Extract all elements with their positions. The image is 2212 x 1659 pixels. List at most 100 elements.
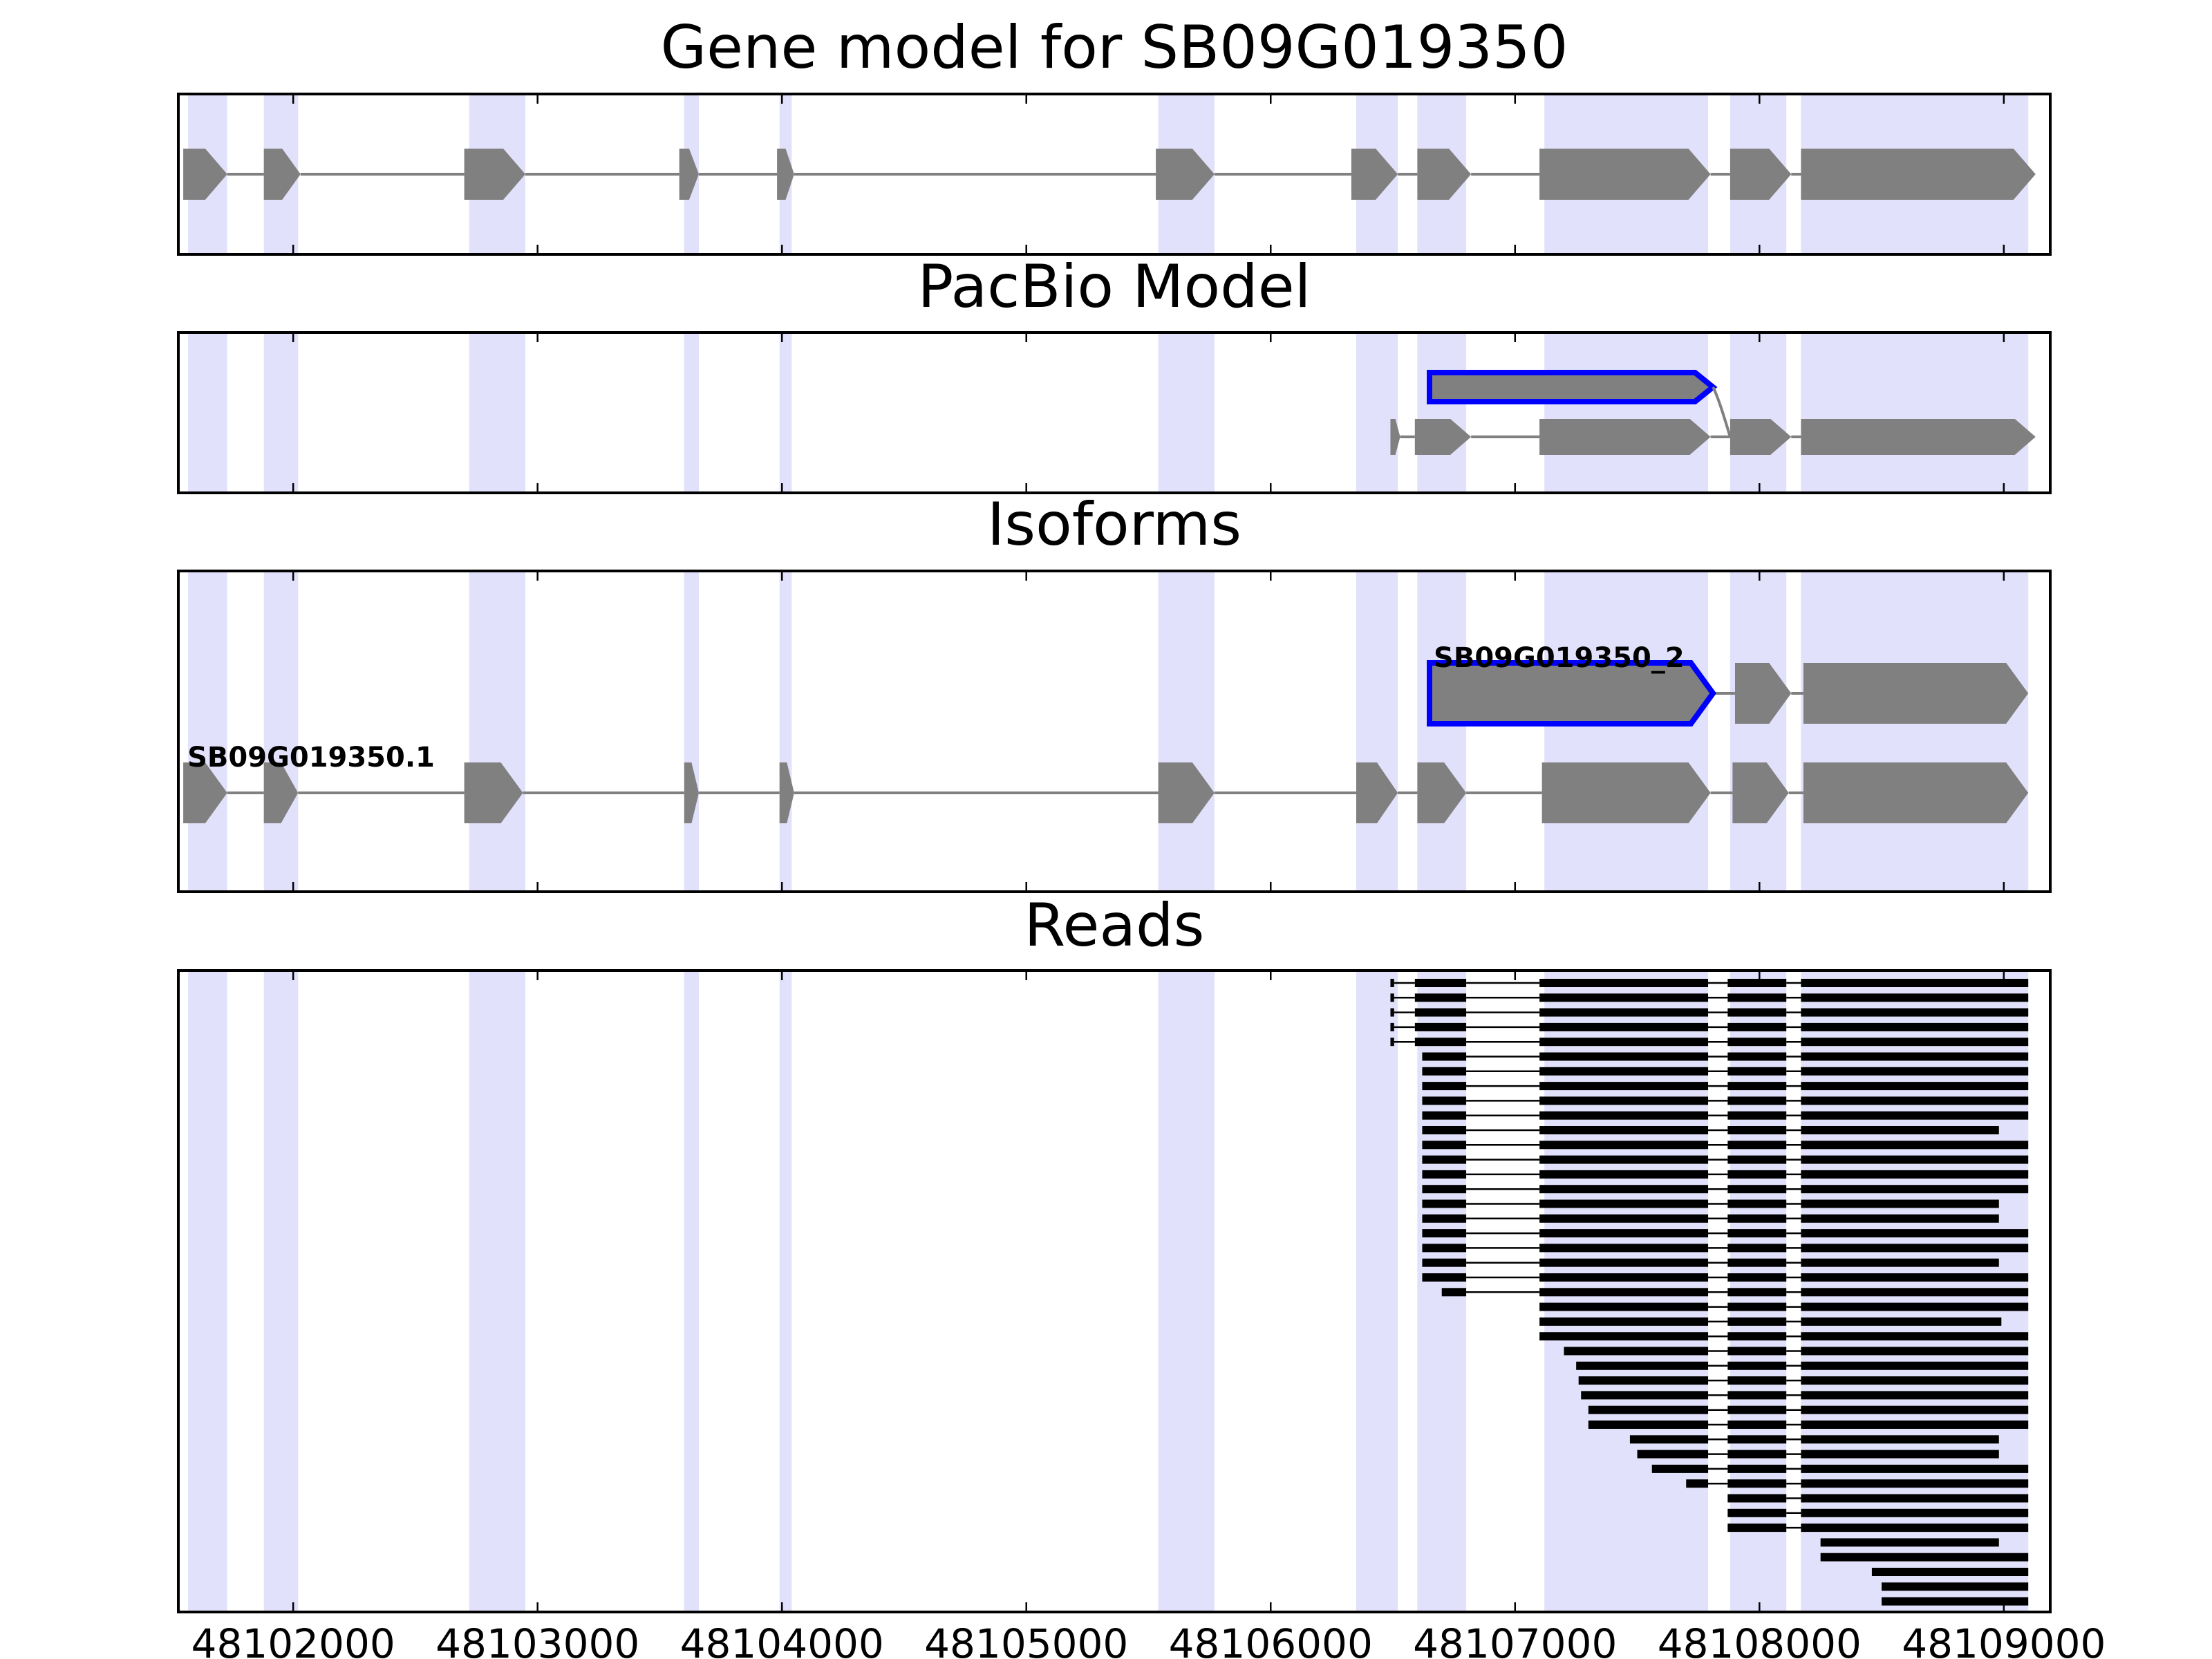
exon-block xyxy=(1390,419,1400,455)
read-block xyxy=(1727,1258,1787,1267)
read-block xyxy=(1727,1421,1787,1429)
read-block xyxy=(1539,1229,1709,1238)
pacbio-model-title: PacBio Model xyxy=(917,252,1311,321)
highlight-region xyxy=(779,571,792,892)
pacbio-model-panel: PacBio Model xyxy=(177,252,2052,494)
read-block xyxy=(1801,1052,2029,1061)
read-block xyxy=(1727,1244,1787,1253)
read-block xyxy=(1801,1244,2029,1253)
read-block xyxy=(1801,1405,2029,1414)
read-block xyxy=(1727,1391,1787,1400)
highlight-region xyxy=(188,571,227,892)
read-block xyxy=(1801,1126,1999,1134)
read-block xyxy=(1390,1022,1394,1031)
read-block xyxy=(1727,1229,1787,1238)
read-block xyxy=(1539,1302,1709,1311)
read-block xyxy=(1441,1288,1467,1297)
read-block xyxy=(1801,1302,2029,1311)
read-block xyxy=(1801,1347,2029,1356)
exon-block xyxy=(1730,419,1792,455)
exon-block xyxy=(1156,149,1215,200)
exon-block xyxy=(464,762,523,823)
x-tick-label: 48109000 xyxy=(1902,1620,2106,1659)
read-block xyxy=(1727,1038,1787,1047)
read-block xyxy=(1801,1524,2029,1533)
read-block xyxy=(1539,1141,1709,1150)
read-block xyxy=(1727,1405,1787,1414)
read-block xyxy=(1801,1288,2029,1297)
read-block xyxy=(1539,1155,1709,1164)
highlight-region xyxy=(1356,332,1398,493)
read-block xyxy=(1727,1273,1787,1282)
read-block xyxy=(1801,1494,2029,1503)
exon-block xyxy=(263,149,301,200)
highlight-region xyxy=(1801,571,2029,892)
read-block xyxy=(1422,1185,1467,1194)
read-block xyxy=(1727,1082,1787,1091)
exon-block xyxy=(1539,419,1711,455)
read-block xyxy=(1727,1464,1787,1473)
x-tick-label: 48102000 xyxy=(191,1620,395,1659)
read-block xyxy=(1801,1096,2029,1105)
read-block xyxy=(1801,1038,2029,1047)
read-block xyxy=(1581,1391,1709,1400)
read-block xyxy=(1629,1435,1709,1444)
read-block xyxy=(1727,1111,1787,1120)
read-block xyxy=(1727,993,1787,1002)
highlight-region xyxy=(469,571,526,892)
read-block xyxy=(1539,1096,1709,1105)
read-block xyxy=(1539,1067,1709,1076)
read-block xyxy=(1727,1096,1787,1105)
exon-block xyxy=(183,149,227,200)
read-block xyxy=(1820,1538,1999,1547)
read-block xyxy=(1801,1258,1999,1267)
read-block xyxy=(1801,1421,2029,1429)
read-block xyxy=(1727,1479,1787,1488)
read-block xyxy=(1686,1479,1709,1488)
read-block xyxy=(1422,1214,1467,1223)
read-block xyxy=(1727,1435,1787,1444)
exon-block xyxy=(1735,663,1792,724)
read-block xyxy=(1801,993,2029,1002)
read-block xyxy=(1539,993,1709,1002)
read-block xyxy=(1422,1126,1467,1134)
read-block xyxy=(1801,1185,2029,1194)
read-block xyxy=(1801,1170,2029,1179)
read-block xyxy=(1390,979,1394,987)
gene-model-frame xyxy=(177,93,2052,256)
read-block xyxy=(1727,1332,1787,1341)
exon-block xyxy=(1539,149,1711,200)
highlight-region xyxy=(1417,332,1467,493)
highlight-region xyxy=(779,971,792,1612)
exon-block xyxy=(684,762,699,823)
read-block xyxy=(1539,1052,1709,1061)
read-block xyxy=(1539,1170,1709,1179)
read-block xyxy=(1882,1582,2029,1591)
read-block xyxy=(1801,1067,2029,1076)
reads-frame xyxy=(177,969,2052,1613)
read-block xyxy=(1727,1008,1787,1017)
read-block xyxy=(1588,1405,1709,1414)
read-block xyxy=(1801,1317,2002,1326)
read-block xyxy=(1801,1332,2029,1341)
exon-block xyxy=(1803,663,2029,724)
highlight-region xyxy=(263,571,299,892)
read-block xyxy=(1727,1376,1787,1385)
read-block xyxy=(1727,1022,1787,1031)
read-block xyxy=(1727,1347,1787,1356)
read-block xyxy=(1564,1347,1709,1356)
read-block xyxy=(1727,1199,1787,1208)
read-block xyxy=(1801,1022,2029,1031)
read-block xyxy=(1801,1082,2029,1091)
read-block xyxy=(1578,1376,1709,1385)
read-block xyxy=(1390,993,1394,1002)
exon-block xyxy=(1158,762,1215,823)
read-block xyxy=(1539,1022,1709,1031)
read-block xyxy=(1801,1214,1999,1223)
exon-block xyxy=(1801,419,2036,455)
exon-block xyxy=(777,149,794,200)
isoforms-title: Isoforms xyxy=(987,490,1241,559)
highlight-region xyxy=(1158,571,1215,892)
splice-connector xyxy=(1712,386,1732,438)
read-block xyxy=(1414,1038,1467,1047)
